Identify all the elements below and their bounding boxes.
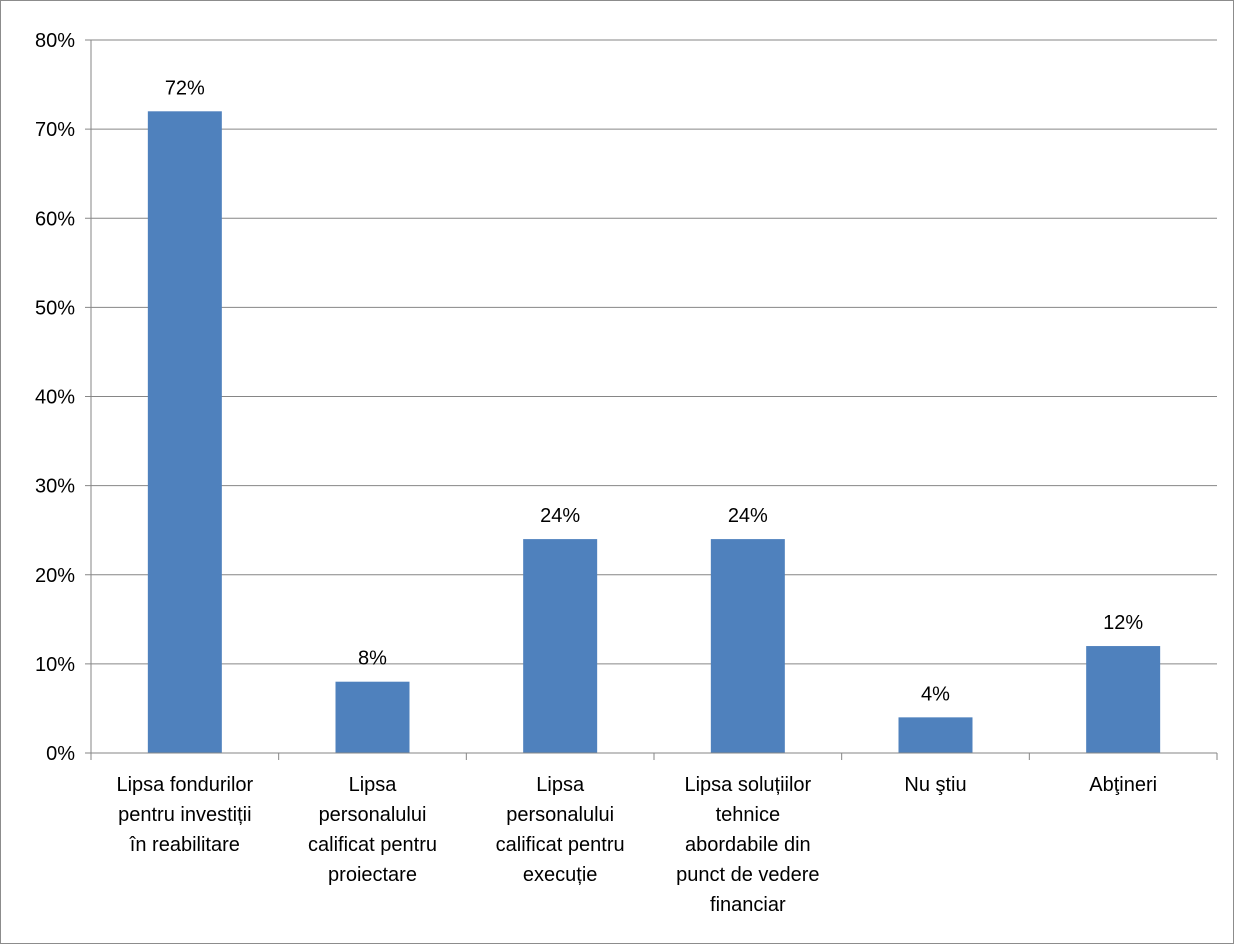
bar	[898, 717, 973, 753]
category-label: Lipsa personalului calificat pentru execuți…	[496, 774, 625, 886]
category-label-line: punct de vedere	[676, 864, 819, 886]
y-tick-label: 30%	[35, 476, 75, 498]
data-label: 24%	[728, 505, 768, 527]
category-label-line: tehnice	[716, 804, 781, 826]
bar	[710, 539, 785, 753]
category-label-line: proiectare	[328, 864, 417, 886]
category-label-line: personalului	[319, 804, 427, 826]
category-label: Lipsa personalului calificat pentru proiect…	[308, 774, 437, 886]
category-label-line: Lipsa	[536, 774, 585, 796]
category-label-line: pentru investiții	[118, 804, 251, 826]
category-label-line: financiar	[710, 894, 786, 916]
y-tick-label: 80%	[35, 30, 75, 52]
category-label: Lipsa fondurilor pentru investiții în reab…	[116, 774, 253, 856]
data-label: 4%	[921, 683, 950, 705]
axes	[85, 39, 1218, 760]
data-label: 8%	[358, 648, 387, 670]
y-tick-label: 20%	[35, 565, 75, 587]
y-tick-label: 60%	[35, 208, 75, 230]
category-label-line: execuție	[523, 864, 598, 886]
y-tick-label: 50%	[35, 297, 75, 319]
bars	[147, 111, 1161, 754]
labels: 0% 10% 20% 30% 40% 50% 60% 70% 80% 72% Lipsa fondu…	[35, 30, 1157, 916]
category-label-line: personalului	[506, 804, 614, 826]
category-label-line: abordabile din	[685, 834, 811, 856]
category-label-line: Lipsa	[349, 774, 398, 796]
category-label: Nu ştiu	[904, 774, 966, 796]
category-label: Lipsa soluțiilor tehnice abordabile din pun…	[676, 774, 819, 916]
y-tick-label: 0%	[46, 743, 75, 765]
category-label: Abţineri	[1089, 774, 1157, 796]
y-tick-label: 70%	[35, 119, 75, 141]
gridlines	[91, 39, 1217, 665]
y-tick-label: 40%	[35, 387, 75, 409]
data-label: 72%	[165, 77, 205, 99]
bar	[147, 111, 222, 754]
bar	[335, 681, 410, 753]
category-label-line: Nu ştiu	[904, 774, 966, 796]
y-tick-label: 10%	[35, 654, 75, 676]
category-label-line: calificat pentru	[496, 834, 625, 856]
category-label-line: în reabilitare	[129, 834, 240, 856]
category-label-line: calificat pentru	[308, 834, 437, 856]
category-label-line: Lipsa soluțiilor	[684, 774, 811, 796]
bar	[523, 539, 598, 753]
category-label-line: Lipsa fondurilor	[116, 774, 253, 796]
data-label: 12%	[1103, 612, 1143, 634]
data-label: 24%	[540, 505, 580, 527]
category-label-line: Abţineri	[1089, 774, 1157, 796]
bar	[1086, 646, 1161, 753]
